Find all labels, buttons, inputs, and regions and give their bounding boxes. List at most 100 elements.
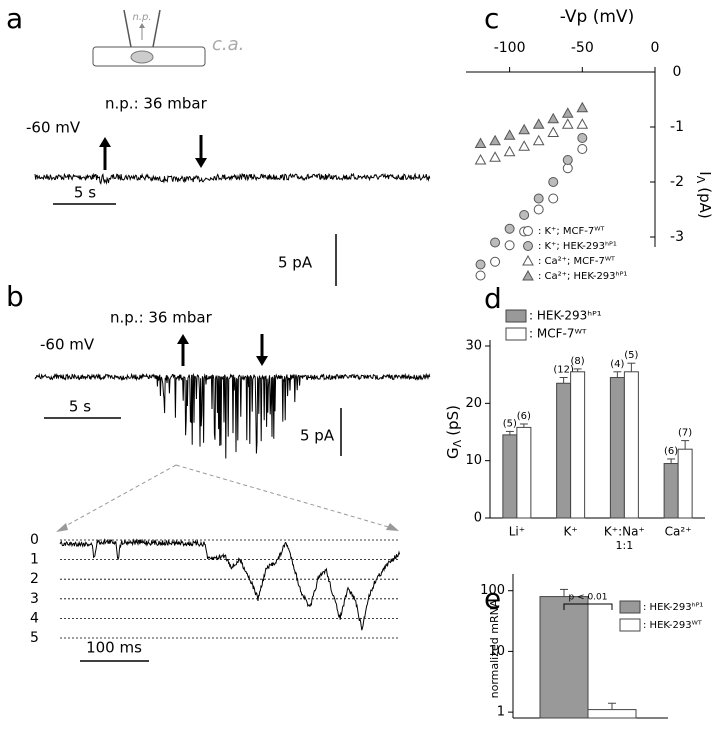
time-scale-label: 5 s [69, 398, 91, 416]
panel-label: a [6, 2, 23, 35]
bar [587, 709, 637, 719]
triangle-marker [489, 134, 501, 146]
pressure-arrowhead [139, 23, 145, 28]
legend-swatch [505, 309, 527, 323]
panel-label: b [6, 280, 24, 313]
bar [623, 371, 639, 519]
y-tick-label: 0 [673, 64, 682, 80]
triangle-marker [474, 137, 487, 148]
y-axis-label-sub: Λ [694, 176, 707, 184]
circle-marker [577, 133, 588, 143]
legend-swatch [505, 327, 527, 341]
y-axis-label-unit: (pA) [697, 187, 715, 219]
x-tick-sublabel: 1:1 [616, 539, 634, 552]
circle-marker [548, 193, 559, 204]
pipette-wall [123, 9, 132, 48]
circle-marker [475, 270, 486, 281]
triangle-marker [532, 134, 545, 146]
level-label: 0 [30, 532, 39, 548]
legend-marker [523, 241, 533, 251]
triangle-marker [547, 112, 560, 124]
n-label: (5) [624, 350, 638, 361]
y-axis-label-main: I [697, 171, 715, 175]
triangle-marker [503, 145, 516, 157]
current-trace [34, 172, 431, 185]
circle-marker [504, 240, 515, 251]
circle-marker [533, 204, 544, 215]
significance-bracket [563, 603, 613, 610]
legend-label: : HEK-293ʰᴾ¹ [643, 602, 703, 613]
y-axis-label-unit: (pS) [444, 405, 462, 436]
legend-marker [523, 226, 533, 236]
triangle-marker [489, 151, 501, 162]
triangle-marker [518, 140, 531, 151]
pipette-schematic [92, 9, 206, 67]
x-axis-label: -Vp (mV) [560, 7, 634, 27]
x-tick-label: -100 [494, 40, 526, 56]
legend-label: : Ca²⁺; HEK-293ʰᴾ¹ [538, 271, 627, 282]
x-tick-label: Li⁺ [509, 525, 525, 539]
y-axis-label-main: G [444, 447, 462, 459]
bar [570, 371, 586, 519]
x-tick-label: 0 [651, 40, 660, 56]
circle-marker [562, 155, 573, 165]
x-tick-label: K⁺ [564, 525, 578, 539]
triangle-marker [576, 118, 589, 129]
legend-label: : HEK-293ᵂᵀ [643, 620, 702, 631]
nucleus [130, 50, 154, 64]
time-scale-label: 5 s [74, 184, 96, 202]
pipette-wall [152, 9, 161, 48]
legend-swatch [619, 600, 641, 614]
bar [677, 448, 693, 519]
n-label: (4) [610, 359, 624, 370]
current-scale-label: 5 pA [278, 254, 313, 272]
zoom-arrowhead [386, 523, 399, 531]
bar [516, 426, 532, 519]
y-tick-label: 10 [465, 453, 482, 468]
y-tick-label: -1 [670, 119, 684, 135]
annotation: p < 0.01 [568, 593, 607, 603]
panel-label: d [484, 282, 502, 315]
zoom-guide [175, 464, 393, 529]
y-tick-label: 20 [465, 396, 482, 411]
level-label: 3 [30, 591, 39, 607]
n-label: (7) [678, 428, 692, 439]
triangle-marker [503, 129, 516, 140]
circle-marker [475, 259, 486, 270]
single-channel-trace [59, 538, 401, 631]
stimulus-arrowhead [195, 158, 207, 168]
circle-marker [562, 163, 573, 174]
legend-marker [522, 254, 534, 266]
legend-label: : Ca²⁺; MCF-7ᵂᵀ [538, 256, 615, 267]
x-tick-label: -50 [571, 40, 594, 56]
circle-marker [490, 237, 501, 248]
triangle-marker [561, 118, 574, 129]
bar [556, 382, 572, 519]
y-tick-label: 1 [497, 705, 505, 720]
triangle-marker [576, 101, 589, 113]
n-label: (12) [553, 365, 574, 376]
triangle-marker [547, 126, 560, 137]
holding-potential: -60 mV [40, 336, 95, 354]
legend-label: : K⁺; HEK-293ʰᴾ¹ [538, 241, 617, 252]
legend-marker [522, 269, 534, 281]
y-tick-label: 10 [488, 644, 505, 659]
y-axis-label: normalized mRNA [488, 599, 501, 698]
holding-potential: -60 mV [26, 119, 81, 137]
bar [609, 377, 625, 519]
n-label: (6) [517, 411, 531, 422]
zoom-arrowhead [56, 523, 68, 532]
triangle-marker [532, 118, 545, 129]
triangle-marker [518, 123, 531, 135]
y-tick-label: 100 [480, 583, 505, 598]
cell-label: c.a. [212, 34, 244, 55]
y-axis-label-sub: Λ [451, 439, 464, 447]
circle-marker [577, 144, 588, 154]
legend-swatch [619, 618, 641, 632]
pipette-label: n.p. [132, 12, 151, 23]
n-label: (8) [571, 356, 585, 367]
level-label: 5 [30, 630, 39, 646]
circle-marker [519, 210, 530, 220]
bar [663, 463, 679, 519]
